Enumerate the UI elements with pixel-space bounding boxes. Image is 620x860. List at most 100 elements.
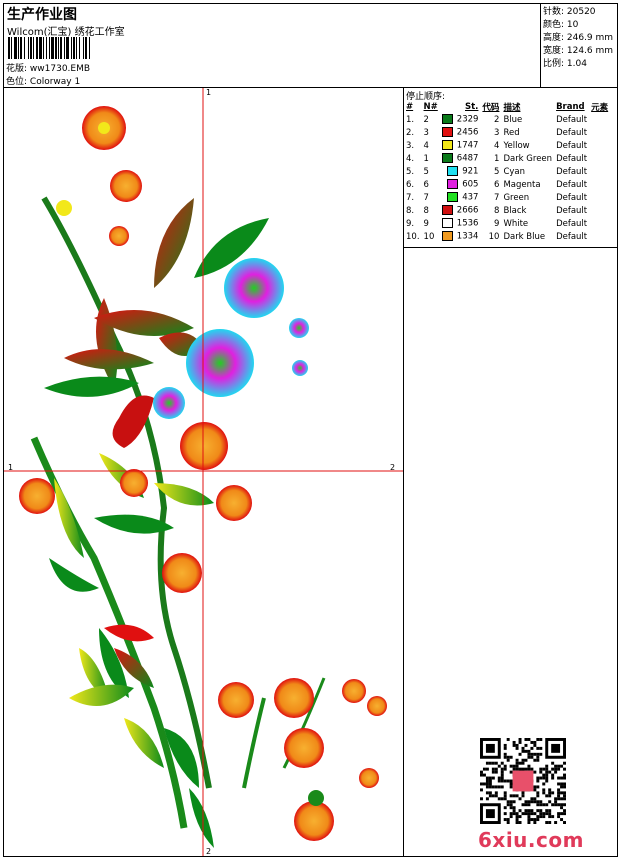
thread-brand: Default: [556, 127, 588, 138]
color-stop-row: 8. 8 2666 8 Black Default: [404, 204, 610, 217]
axis-label-top: 1: [206, 88, 212, 97]
color-swatch: [447, 192, 459, 203]
color-stop-table: # N# St. 代码 描述 Brand 元素 1. 2 2329 2 Blue Defa…: [404, 101, 610, 243]
stop-index: 2.: [406, 127, 415, 138]
stitch-count-value: 921: [462, 166, 479, 177]
color-description: White: [503, 218, 529, 229]
col-header-needle: N#: [423, 102, 438, 112]
color-swatch: [441, 140, 453, 151]
color-swatch: [441, 114, 453, 125]
element-cell: [589, 230, 610, 243]
element-cell: [589, 113, 610, 126]
stitch-count-value: 6487: [456, 153, 479, 164]
color-swatch: [441, 205, 453, 216]
color-stop-row: 7. 7 437 7 Green Default: [404, 191, 610, 204]
stop-index: 4.: [406, 153, 415, 164]
design-value: ww1730.EMB: [29, 64, 91, 74]
stitch-count-cell: 2456: [440, 126, 481, 139]
design-width: 宽度: 124.6 mm: [543, 46, 614, 56]
color-swatch: [441, 127, 453, 138]
element-cell: [589, 204, 610, 217]
stitch-count-cell: 437: [440, 191, 481, 204]
stitch-count-value: 2329: [456, 114, 479, 125]
colorway-value: Colorway 1: [29, 77, 81, 87]
color-description: Green: [503, 192, 530, 203]
color-code: 5: [494, 166, 500, 177]
thread-brand: Default: [556, 192, 588, 203]
stop-index: 8.: [406, 205, 415, 216]
stitch-count-cell: 6487: [440, 152, 481, 165]
stitch-count-cell: 1747: [440, 139, 481, 152]
needle-number: 7: [423, 192, 429, 203]
needle-number: 3: [423, 127, 429, 138]
color-code: 1: [494, 153, 500, 164]
company-name: Wilcom(汇宝) 绣花工作室: [7, 27, 125, 38]
stop-sequence-title: 停止顺序:: [406, 92, 446, 102]
thread-brand: Default: [556, 140, 588, 151]
page-frame: [3, 3, 618, 857]
color-code: 9: [494, 218, 500, 229]
stitch-count-value: 605: [462, 179, 479, 190]
axis-label-bottom: 2: [206, 847, 212, 856]
color-code: 6: [494, 179, 500, 190]
embroidery-design: [19, 106, 387, 848]
col-header-element: 元素: [591, 103, 609, 113]
color-swatch: [441, 218, 453, 229]
color-code: 10: [488, 231, 500, 242]
col-header-stitches: St.: [465, 102, 479, 112]
stop-index: 9.: [406, 218, 415, 229]
watermark-logo: 6xiu.com: [478, 828, 584, 852]
thread-brand: Default: [556, 231, 588, 242]
needle-number: 8: [423, 205, 429, 216]
color-description: Dark Green: [503, 153, 553, 164]
color-stop-row: 9. 9 1536 9 White Default: [404, 217, 610, 230]
page-title: 生产作业图: [7, 7, 77, 23]
element-cell: [589, 139, 610, 152]
design-label: 花版:: [6, 64, 28, 74]
stitch-count-value: 1334: [456, 231, 479, 242]
color-stop-row: 2. 3 2456 3 Red Default: [404, 126, 610, 139]
barcode-image: [8, 37, 90, 59]
color-description: Cyan: [503, 166, 525, 177]
thread-brand: Default: [556, 153, 588, 164]
thread-brand: Default: [556, 218, 588, 229]
color-description: Red: [503, 127, 520, 138]
color-stop-row: 3. 4 1747 4 Yellow Default: [404, 139, 610, 152]
color-code: 4: [494, 140, 500, 151]
stitch-count-value: 2666: [456, 205, 479, 216]
stitch-count-value: 437: [462, 192, 479, 203]
stitch-count-cell: 605: [440, 178, 481, 191]
needle-number: 10: [423, 231, 435, 242]
needle-number: 2: [423, 114, 429, 125]
stitch-count-cell: 1334: [440, 230, 481, 243]
needle-number: 1: [423, 153, 429, 164]
color-code: 7: [494, 192, 500, 203]
colorway-line: 色位: Colorway 1: [6, 74, 80, 87]
color-code: 3: [494, 127, 500, 138]
color-count: 颜色: 10: [543, 20, 579, 30]
element-cell: [589, 152, 610, 165]
color-stop-row: 1. 2 2329 2 Blue Default: [404, 113, 610, 126]
stitch-count-value: 1536: [456, 218, 479, 229]
element-cell: [589, 126, 610, 139]
color-code: 2: [494, 114, 500, 125]
design-name-line: 花版: ww1730.EMB: [6, 61, 90, 74]
element-cell: [589, 165, 610, 178]
thread-brand: Default: [556, 114, 588, 125]
color-description: Blue: [503, 114, 523, 125]
sidebar-section-divider: [403, 247, 618, 248]
needle-number: 6: [423, 179, 429, 190]
col-header-index: #: [406, 102, 414, 112]
color-stop-row: 6. 6 605 6 Magenta Default: [404, 178, 610, 191]
color-description: Yellow: [503, 140, 530, 151]
color-description: Dark Blue: [503, 231, 546, 242]
needle-number: 4: [423, 140, 429, 151]
axis-label-right: 2: [390, 463, 396, 472]
color-swatch: [447, 179, 459, 190]
stop-index: 10.: [406, 231, 420, 242]
axis-label-left: 1: [8, 463, 14, 472]
header-divider: [3, 87, 618, 88]
stitch-count-cell: 2666: [440, 204, 481, 217]
color-swatch: [441, 231, 453, 242]
color-stop-row: 10. 10 1334 10 Dark Blue Default: [404, 230, 610, 243]
